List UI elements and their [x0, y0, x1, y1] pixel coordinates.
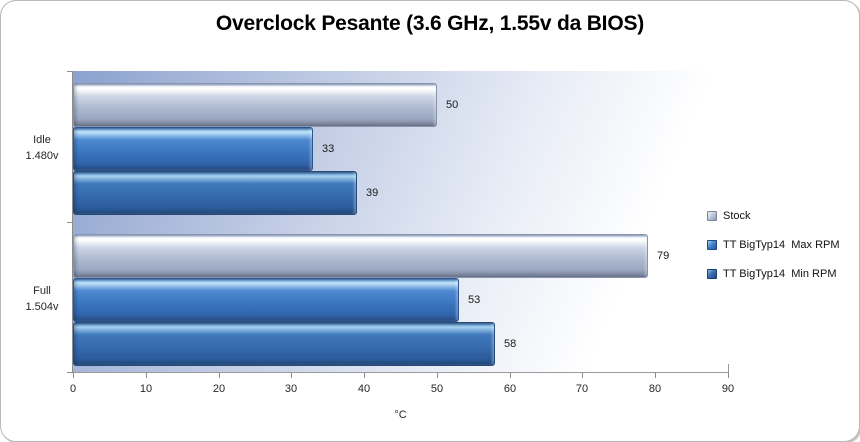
x-axis-tick	[728, 372, 729, 378]
x-axis-tick	[510, 372, 511, 378]
x-axis-tick-label: 30	[284, 383, 298, 395]
legend-label: Stock	[723, 209, 751, 222]
bar-tt-bigtyp14-max-rpm-cat1	[73, 278, 459, 322]
x-axis-tick-label: 20	[212, 383, 226, 395]
x-axis-tick	[219, 372, 220, 378]
bar-tt-bigtyp14-min-rpm-cat1	[73, 322, 495, 366]
x-axis-tick-label: 80	[648, 383, 662, 395]
category-label-line1: Idle	[33, 134, 51, 147]
x-axis-tick-label: 90	[721, 383, 735, 395]
legend-item-max-rpm: TT BigTyp14 Max RPM	[707, 230, 840, 259]
category-label-line1: Full	[33, 284, 51, 297]
x-axis-tick	[582, 372, 583, 378]
data-label: 58	[504, 338, 517, 350]
y-axis-category-tick	[67, 372, 73, 373]
x-axis-tick-label: 60	[503, 383, 517, 395]
bar-stock-cat1	[73, 234, 648, 278]
legend-marker-icon	[707, 210, 717, 221]
x-axis-tick	[146, 372, 147, 378]
x-axis-tick-label: 40	[357, 383, 371, 395]
x-axis-tick-label: 50	[430, 383, 444, 395]
y-axis-category-tick	[67, 71, 73, 72]
bar-stock-cat0	[73, 83, 437, 127]
legend-label: TT BigTyp14 Max RPM	[723, 238, 840, 251]
legend: Stock TT BigTyp14 Max RPM TT BigTyp14 Min …	[707, 201, 840, 288]
x-axis-tick	[655, 372, 656, 378]
data-label: 53	[468, 294, 481, 306]
legend-item-min-rpm: TT BigTyp14 Min RPM	[707, 259, 840, 288]
legend-item-stock: Stock	[707, 201, 840, 230]
category-label-line2: 1.504v	[25, 300, 59, 313]
plot-area	[73, 71, 728, 373]
category-label-line2: 1.480v	[25, 150, 59, 163]
legend-marker-icon	[707, 239, 717, 250]
x-axis-tick	[73, 372, 74, 378]
chart-title: Overclock Pesante (3.6 GHz, 1.55v da BIO…	[215, 12, 645, 35]
data-label: 39	[366, 187, 379, 199]
x-axis-tick-label: 0	[69, 383, 77, 395]
y-axis-category-label: Idle 1.480v	[15, 132, 69, 164]
data-label: 79	[657, 250, 670, 262]
x-axis-tick-label: 70	[575, 383, 589, 395]
bar-tt-bigtyp14-max-rpm-cat0	[73, 127, 313, 171]
x-axis-tick-label: 10	[139, 383, 153, 395]
x-axis-tick	[291, 372, 292, 378]
y-axis-category-tick	[67, 222, 73, 223]
bar-tt-bigtyp14-min-rpm-cat0	[73, 171, 357, 215]
data-label: 33	[322, 143, 335, 155]
x-axis-title: °C	[394, 409, 407, 421]
legend-label: TT BigTyp14 Min RPM	[723, 267, 837, 280]
x-axis-end-stub	[728, 364, 729, 372]
x-axis-tick	[364, 372, 365, 378]
y-axis-category-label: Full 1.504v	[15, 283, 69, 315]
data-label: 50	[446, 99, 459, 111]
x-axis-tick	[437, 372, 438, 378]
legend-marker-icon	[707, 268, 717, 279]
